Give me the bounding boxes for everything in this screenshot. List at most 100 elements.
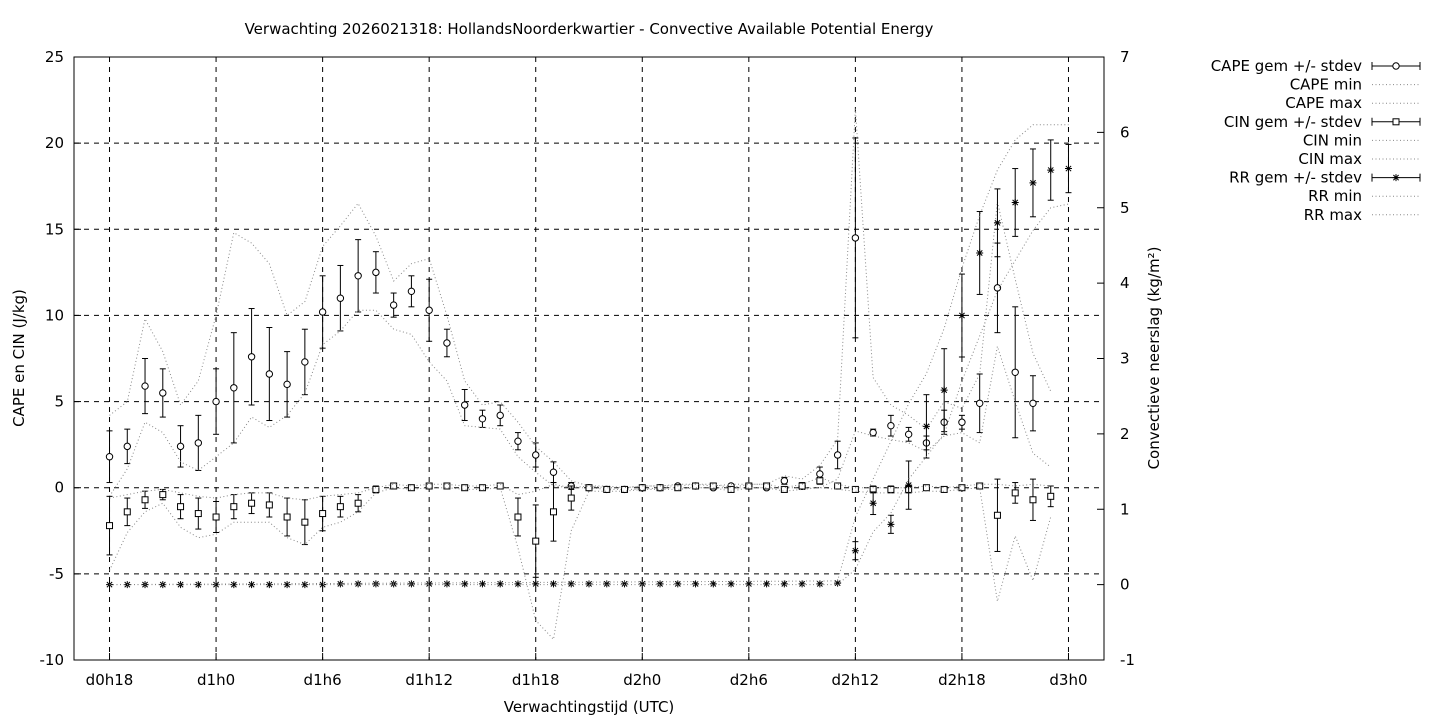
y-right-tick-label: 2 (1120, 425, 1130, 443)
data-point (478, 415, 487, 423)
data-point (692, 580, 700, 588)
y-left-tick-label: 15 (45, 220, 64, 238)
data-point (514, 437, 522, 445)
data-point (798, 580, 806, 588)
data-point (248, 499, 256, 507)
y-axis-right-label: Convectieve neerslag (kg/m²) (1145, 247, 1163, 470)
data-point (194, 439, 203, 447)
x-tick-label: d2h0 (623, 671, 661, 689)
data-point (621, 580, 629, 588)
data-point (354, 499, 362, 507)
data-point (194, 581, 202, 589)
data-point (709, 580, 717, 588)
legend-label: RR min (1308, 187, 1362, 205)
y-right-tick-label: 1 (1120, 500, 1130, 518)
y-left-tick-label: 0 (54, 479, 64, 497)
plot-frame (73, 56, 1105, 661)
data-point (834, 579, 842, 587)
data-point (123, 442, 131, 451)
data-point (727, 485, 735, 493)
data-point (1047, 166, 1055, 174)
data-point (940, 386, 948, 394)
data-point (993, 284, 1002, 292)
data-point (319, 581, 327, 589)
data-point (514, 580, 522, 588)
data-point (194, 510, 202, 518)
data-point (1392, 174, 1400, 182)
y-left-tick-label: 5 (54, 393, 64, 411)
y-right-tick-label: 4 (1120, 274, 1130, 292)
data-point (674, 484, 682, 492)
data-point (958, 418, 966, 426)
y-left-tick-label: 25 (45, 48, 64, 66)
data-point (443, 339, 451, 347)
data-point (141, 382, 149, 390)
data-point (283, 513, 291, 521)
legend-label: CAPE max (1285, 94, 1362, 112)
data-point (940, 485, 948, 493)
data-point (514, 513, 522, 521)
data-point (745, 482, 753, 490)
data-point (123, 508, 131, 516)
data-point (1029, 179, 1037, 187)
legend-label: CAPE min (1290, 76, 1362, 94)
data-point (372, 268, 380, 277)
data-point (1392, 62, 1400, 70)
data-point (727, 580, 735, 588)
data-point (1047, 492, 1055, 500)
x-tick-label: d1h12 (405, 671, 453, 689)
data-point (407, 580, 415, 588)
y-right-tick-label: -1 (1120, 651, 1135, 669)
data-point (904, 430, 913, 439)
x-tick-label: d2h12 (832, 671, 880, 689)
data-point (621, 485, 629, 493)
data-point (993, 219, 1001, 227)
data-point (585, 580, 593, 588)
data-point (780, 580, 788, 588)
data-point (585, 484, 593, 492)
data-point (318, 308, 327, 316)
data-point (1392, 118, 1400, 126)
data-point (105, 453, 114, 461)
data-point (407, 287, 416, 296)
data-point (407, 484, 415, 492)
data-point (141, 496, 149, 504)
data-point (496, 580, 504, 588)
data-point (780, 477, 789, 485)
x-tick-label: d1h18 (512, 671, 560, 689)
x-tick-label: d0h18 (86, 671, 134, 689)
data-point (816, 477, 824, 485)
data-point (425, 482, 433, 490)
data-point (443, 580, 451, 588)
data-point (336, 580, 344, 588)
data-point (816, 470, 824, 478)
data-point (460, 401, 469, 409)
data-point (159, 389, 167, 397)
data-point (212, 581, 220, 589)
data-point (549, 580, 557, 588)
data-point (1011, 368, 1019, 376)
data-point (816, 580, 824, 588)
data-point (425, 580, 433, 588)
data-point (851, 547, 859, 555)
series-rr-max (109, 124, 1069, 586)
data-point (958, 312, 966, 320)
data-point (496, 411, 504, 420)
data-point (372, 580, 380, 588)
data-point (336, 503, 344, 511)
data-point (833, 451, 842, 459)
data-point (390, 580, 398, 588)
data-point (212, 397, 220, 406)
legend-label: CIN gem +/- stdev (1224, 113, 1362, 131)
data-point (1011, 198, 1019, 206)
data-point (549, 468, 558, 476)
x-tick-label: d3h0 (1049, 671, 1087, 689)
data-point (1064, 165, 1072, 173)
series-cin-min (109, 487, 1052, 641)
data-point (389, 301, 398, 309)
y-right-tick-label: 7 (1120, 48, 1130, 66)
x-tick-label: d1h6 (304, 671, 342, 689)
